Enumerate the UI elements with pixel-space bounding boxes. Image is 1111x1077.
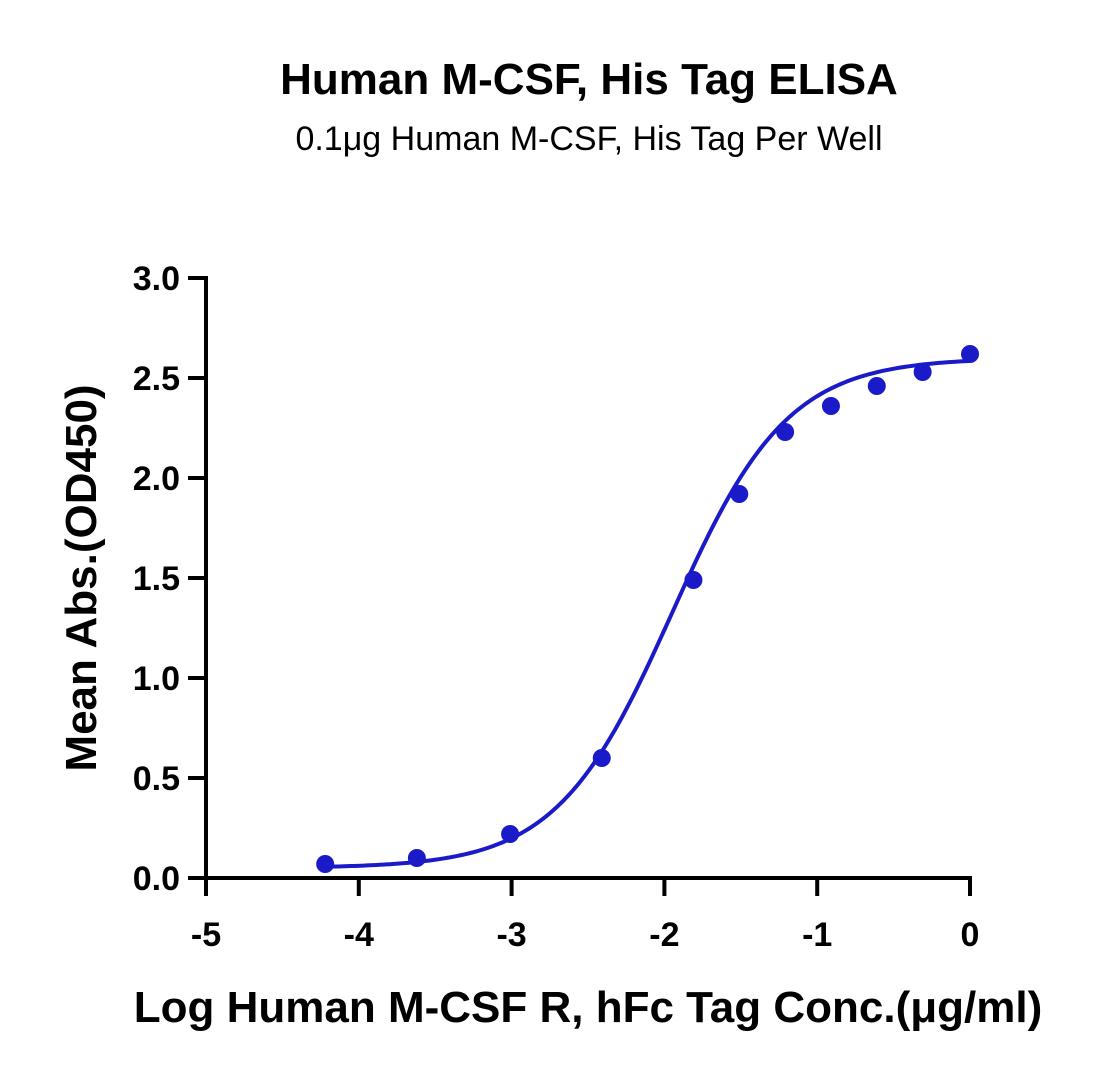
data-point — [316, 855, 335, 873]
y-tick-label: 0.5 — [133, 760, 180, 798]
y-tick-label: 0.0 — [133, 860, 180, 898]
data-point — [821, 397, 840, 415]
x-tick-label: -5 — [191, 916, 221, 954]
y-axis-label: Mean Abs.(OD450) — [57, 384, 106, 771]
y-tick-label: 1.5 — [133, 560, 180, 598]
x-tick-label: -3 — [496, 916, 526, 954]
x-tick-label: -2 — [649, 916, 679, 954]
x-tick-label: -4 — [344, 916, 374, 954]
data-point — [501, 825, 520, 843]
y-tick-label: 3.0 — [133, 260, 180, 298]
data-point — [592, 749, 611, 767]
y-tick-label: 2.5 — [133, 360, 180, 398]
data-point — [730, 485, 749, 503]
x-tick-label: 0 — [961, 916, 980, 954]
chart-title: Human M-CSF, His Tag ELISA — [280, 55, 898, 104]
chart-subtitle: 0.1μg Human M-CSF, His Tag Per Well — [295, 120, 882, 158]
x-tick-label: -1 — [802, 916, 832, 954]
data-point — [961, 345, 979, 363]
x-axis-label: Log Human M-CSF R, hFc Tag Conc.(μg/ml) — [134, 983, 1043, 1032]
y-tick-label: 1.0 — [133, 660, 180, 698]
data-point — [867, 377, 886, 395]
y-tick-label: 2.0 — [133, 460, 180, 498]
data-point — [684, 571, 703, 589]
fit-curve — [325, 358, 971, 869]
data-point — [407, 849, 426, 867]
data-point — [913, 363, 932, 381]
data-point — [776, 423, 795, 441]
plot-area: 0.0 0.5 1.0 1.5 2.0 2.5 3.0 -5 -4 -3 -2 -1 0 — [133, 260, 980, 954]
